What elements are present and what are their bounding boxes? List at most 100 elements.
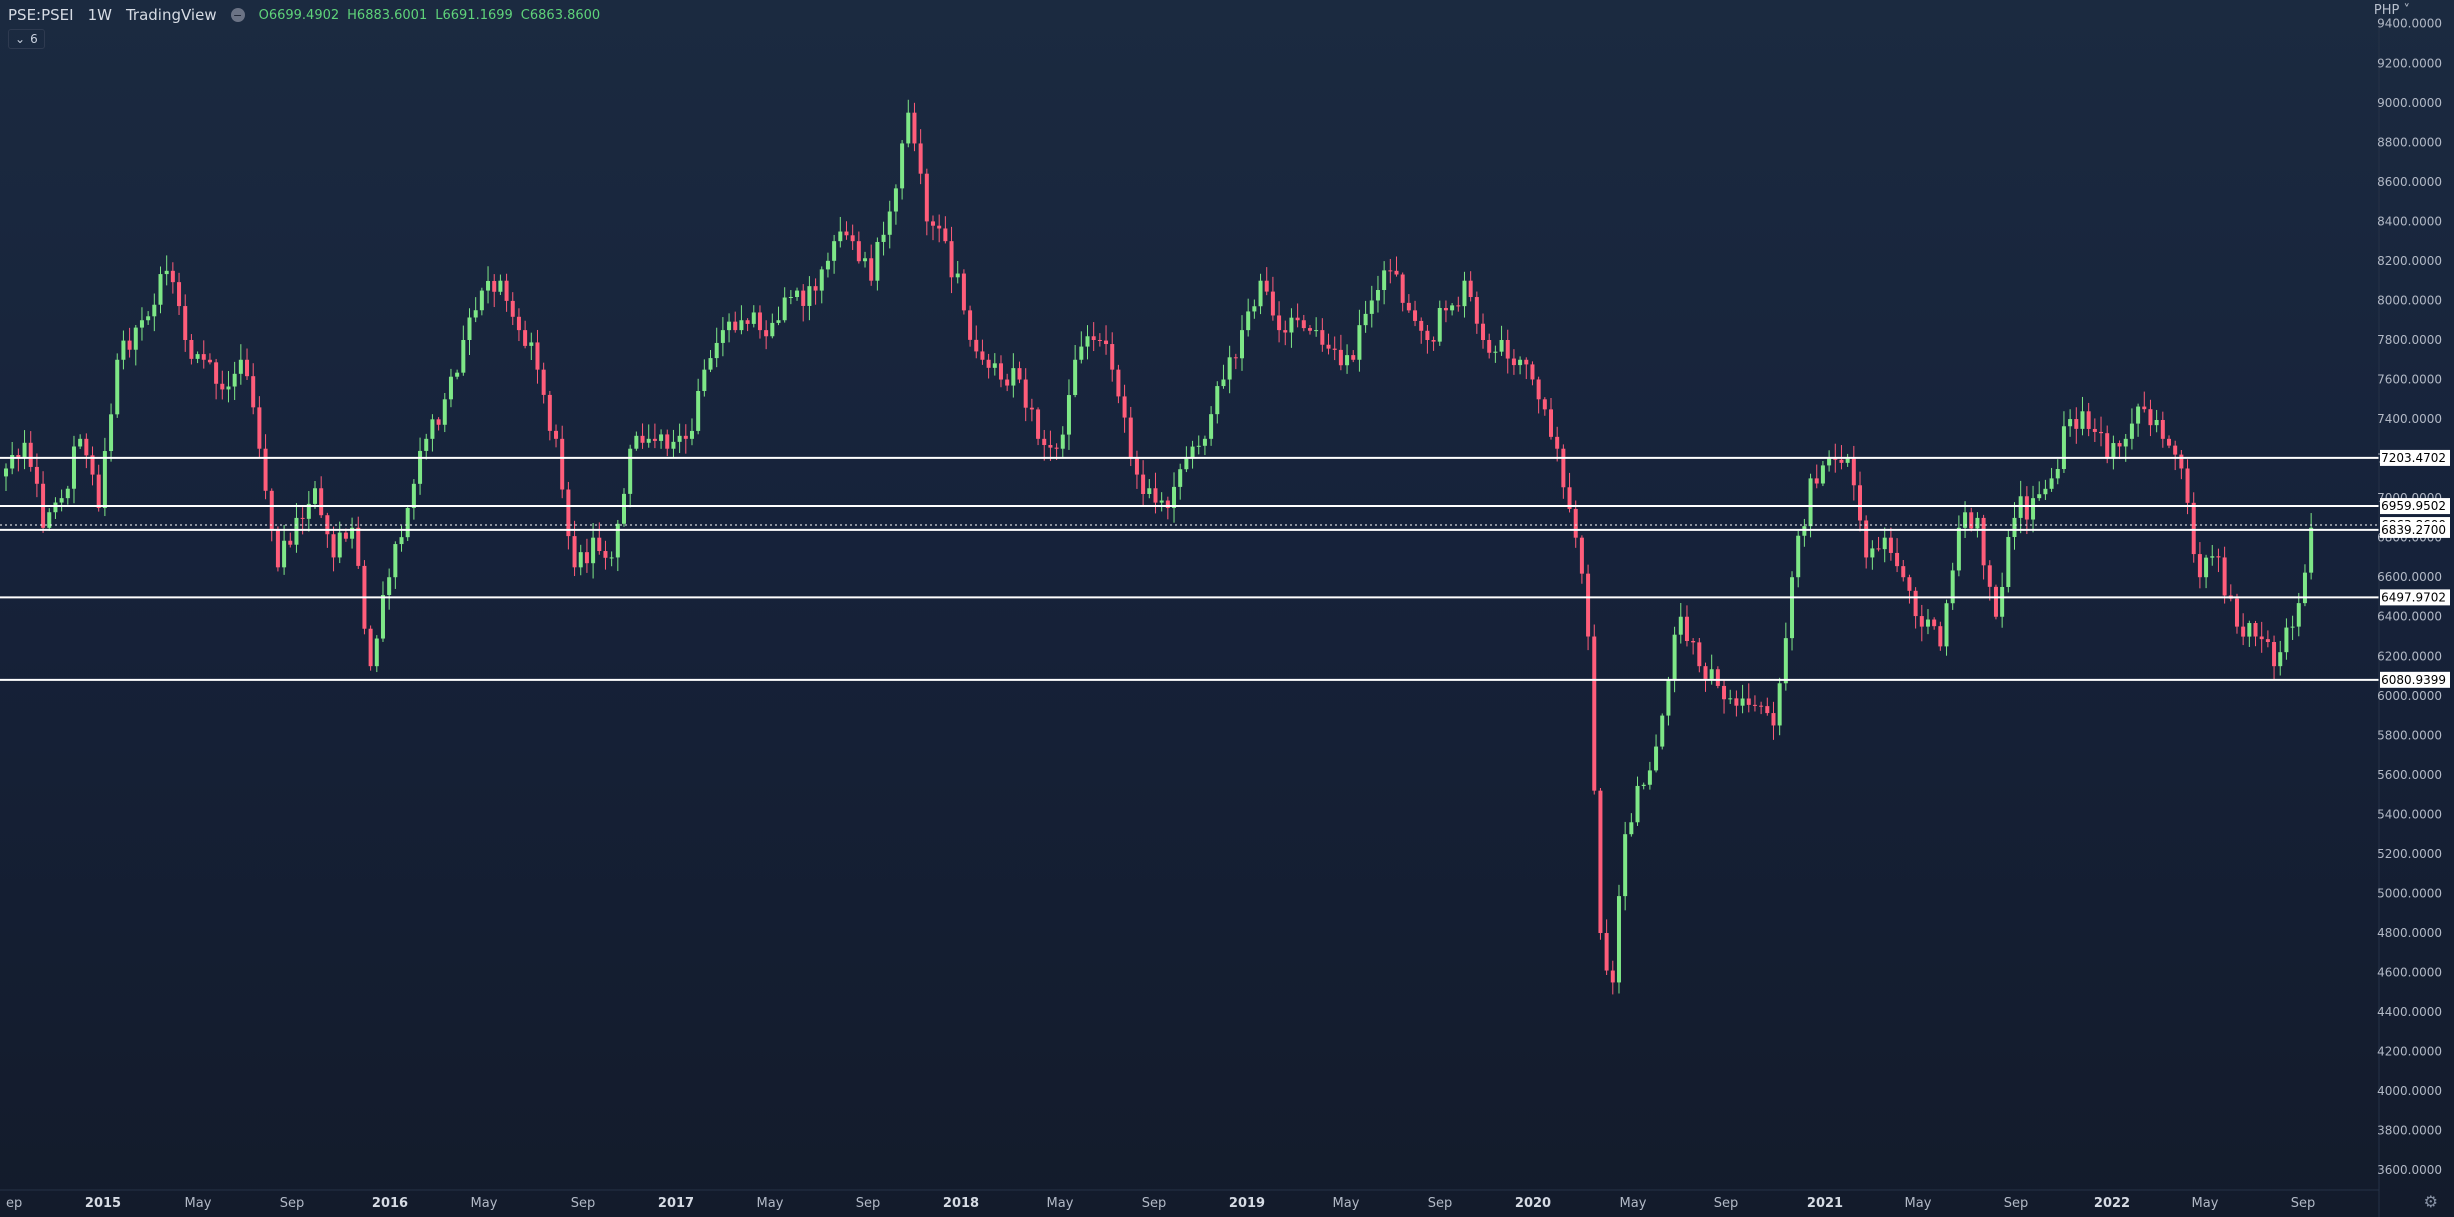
candle-body [1474,297,1479,324]
candle-body [71,446,76,489]
candle-body [486,280,491,291]
candle-body [2302,572,2307,604]
candle-body [770,322,775,337]
candle-body [1932,619,1937,627]
candle-body [1406,302,1411,311]
candle-body [1184,458,1189,470]
candle-body [1172,486,1177,509]
candle-body [139,320,144,328]
candle-body [1839,459,1844,463]
candle-body [455,372,460,377]
candle-body [2024,496,2029,520]
candle-body [566,489,571,537]
candle-body [1709,669,1714,679]
candle-body [1221,379,1226,387]
price-tag-box [2380,671,2450,688]
candle-body [1326,344,1331,349]
x-tick-label: May [185,1196,212,1211]
y-tick-label: 7400.0000 [2377,412,2442,426]
candle-body [1530,364,1535,380]
candle-body [1060,434,1065,449]
candle-body [1561,448,1566,488]
candle-body [245,359,250,377]
y-tick-label: 6200.0000 [2377,649,2442,663]
candle-body [448,376,453,400]
candle-body [2173,445,2178,455]
candle-body [893,188,898,212]
candle-body [2105,433,2110,459]
horizontal-levels[interactable] [0,456,2379,681]
candle-body [2296,603,2301,627]
candle-body [1375,290,1380,301]
candle-body [1240,330,1244,359]
candle-body [1091,336,1096,340]
candle-body [1413,310,1418,321]
time-axis[interactable]: ep 2015 May Sep 2016 May Sep 2017 May Sep 2018 May S… [6,1196,2315,1211]
candle-body [807,286,812,306]
candle-body [1876,548,1881,550]
price-tag-label: 6959.9502 [2381,499,2446,513]
candle-body [757,312,762,331]
candle-body [2111,443,2116,459]
candle-body [164,270,169,275]
x-tick-label: Sep [2004,1196,2029,1211]
candle-body [411,483,416,509]
candle-body [1610,970,1615,983]
candle-body [380,595,385,639]
candle-body [1555,436,1560,449]
candle-body [918,143,923,174]
candle-body [1796,535,1801,578]
candle-body [665,434,670,449]
candle-body [2259,636,2264,640]
candle-body [65,488,70,499]
candle-body [974,339,979,352]
candle-body [795,290,800,298]
candle-body [2092,428,2097,432]
candle-body [1345,355,1350,366]
candle-body [2272,642,2277,667]
gear-icon[interactable]: ⚙ [2423,1192,2438,1211]
open-label: O [258,7,269,23]
candle-body [1666,680,1671,716]
candle-body [2265,639,2270,643]
candle-body [313,488,317,504]
symbol-label[interactable]: PSE:PSEI [8,6,74,24]
candle-body [832,241,837,261]
candle-body [473,310,478,318]
candle-body [1431,340,1436,342]
candle-body [856,241,861,262]
candle-body [1820,465,1825,484]
candle-body [16,455,21,458]
candle-body [603,551,608,558]
price-tag-label: 6080.9399 [2381,673,2446,687]
indicators-toggle[interactable]: ⌄ 6 [8,29,45,49]
timeframe-label[interactable]: 1W [87,6,112,24]
candle-body [1536,379,1541,400]
candle-body [1950,570,1955,604]
price-tag-label: 7203.4702 [2381,451,2446,465]
candle-body [2204,557,2209,578]
x-tick-label: May [1905,1196,1932,1211]
candle-body [819,269,824,291]
candle-body [1919,616,1924,627]
candle-body [887,211,892,235]
candle-body [1944,603,1949,647]
candle-body [1252,306,1257,312]
candle-body [1153,488,1158,503]
minus-icon[interactable]: − [230,8,245,22]
candle-body [1159,500,1164,503]
candle-body [1925,619,1930,627]
candle-body [1141,474,1146,495]
candle-body [306,503,311,519]
candle-body [578,552,583,568]
x-tick-label: 2021 [1807,1196,1843,1211]
price-tag: 6959.9502 [2380,498,2450,515]
candle-body [2241,626,2246,637]
candle-body [294,517,299,545]
currency-selector[interactable]: PHP ˅ [2374,3,2410,18]
candle-body [1641,784,1646,786]
candle-body [1270,291,1275,316]
candle-body [1629,822,1634,835]
candle-body [189,340,194,359]
